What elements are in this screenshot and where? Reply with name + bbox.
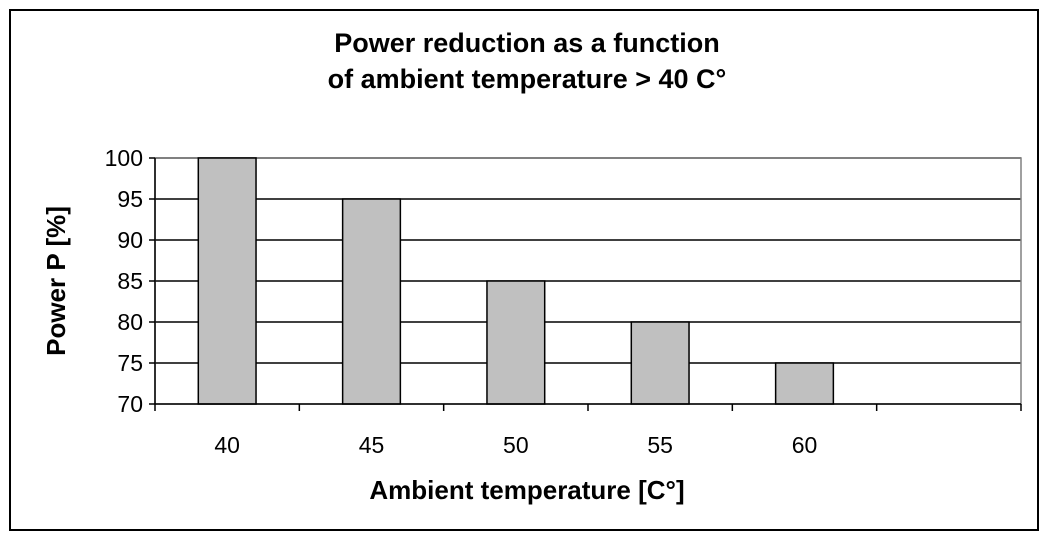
outer-border <box>9 9 1039 531</box>
y-tick-label-95: 95 <box>117 186 143 212</box>
bar-45 <box>341 198 402 405</box>
axes <box>149 157 1022 411</box>
x-tick-label-40: 40 <box>214 432 240 458</box>
bar-40 <box>197 157 257 405</box>
x-tick-label-60: 60 <box>792 432 818 458</box>
bars <box>197 157 835 405</box>
y-tick-label-100: 100 <box>105 145 143 171</box>
bar-55 <box>630 321 690 405</box>
chart-title-line-1: Power reduction as a function <box>334 28 720 58</box>
x-tick-label-45: 45 <box>359 432 385 458</box>
y-tick-label-80: 80 <box>117 309 143 335</box>
y-tick-label-90: 90 <box>117 227 143 253</box>
y-tick-labels: 70 75 80 85 90 95 100 <box>105 145 143 417</box>
x-tick-label-55: 55 <box>647 432 673 458</box>
y-tick-label-75: 75 <box>117 350 143 376</box>
x-tick-labels: 40 45 50 55 60 <box>214 432 817 458</box>
y-tick-label-85: 85 <box>117 268 143 294</box>
y-axis-title: Power P [%] <box>41 206 71 356</box>
chart-title-line-2: of ambient temperature > 40 C° <box>328 64 727 94</box>
x-axis-title: Ambient temperature [C°] <box>369 475 684 505</box>
y-tick-label-70: 70 <box>117 391 143 417</box>
x-tick-label-50: 50 <box>503 432 529 458</box>
bar-50 <box>486 280 546 405</box>
bar-60 <box>774 362 835 405</box>
